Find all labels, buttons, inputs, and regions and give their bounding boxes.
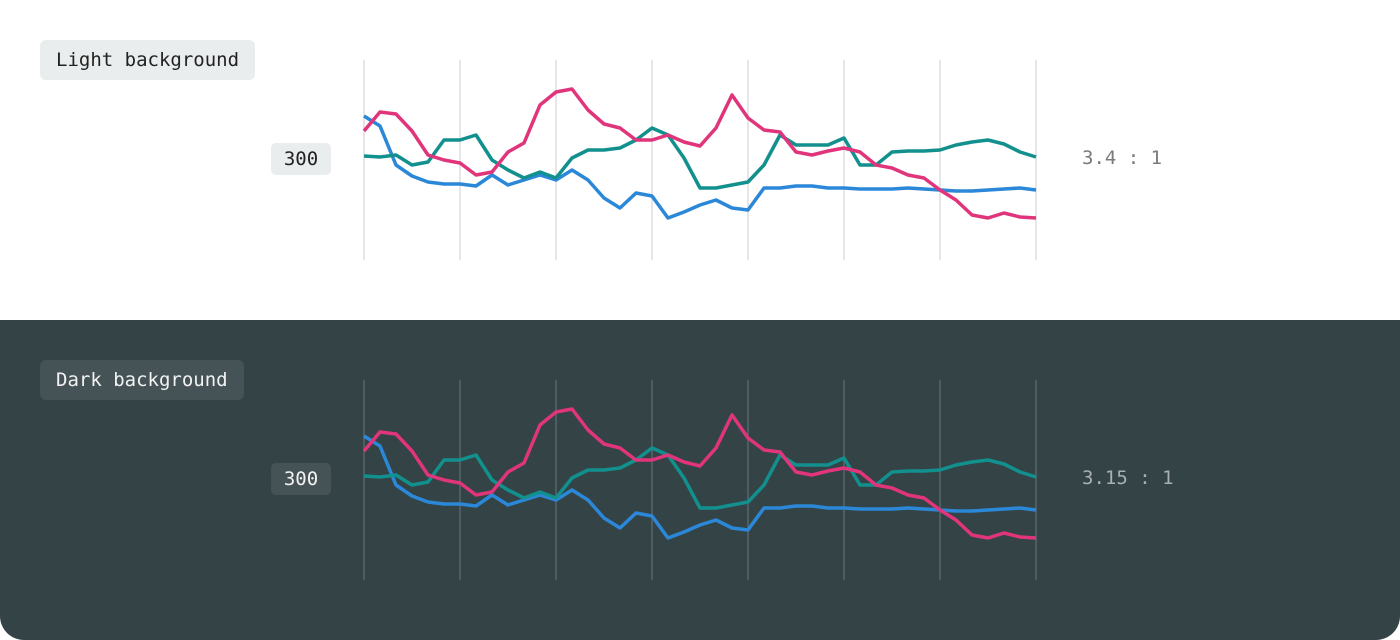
shade-badge: 300: [271, 463, 331, 495]
series-line: [363, 434, 1037, 540]
panel: Dark background 300 3.15 : 1: [0, 320, 1400, 640]
contrast-ratio: 3.15 : 1: [1082, 467, 1174, 489]
series-line: [363, 114, 1037, 220]
series-line: [362, 407, 1037, 540]
series-line: [362, 87, 1037, 220]
panel-label: Dark background: [40, 360, 244, 400]
line-chart: [362, 60, 1037, 260]
panel-label: Light background: [40, 40, 256, 80]
line-chart: [362, 380, 1037, 580]
series-line: [363, 446, 1037, 510]
panel: Light background 300 3.4 : 1: [40, 40, 1163, 260]
contrast-ratio: 3.4 : 1: [1082, 147, 1163, 169]
shade-badge: 300: [271, 143, 331, 175]
series-line: [363, 126, 1037, 190]
